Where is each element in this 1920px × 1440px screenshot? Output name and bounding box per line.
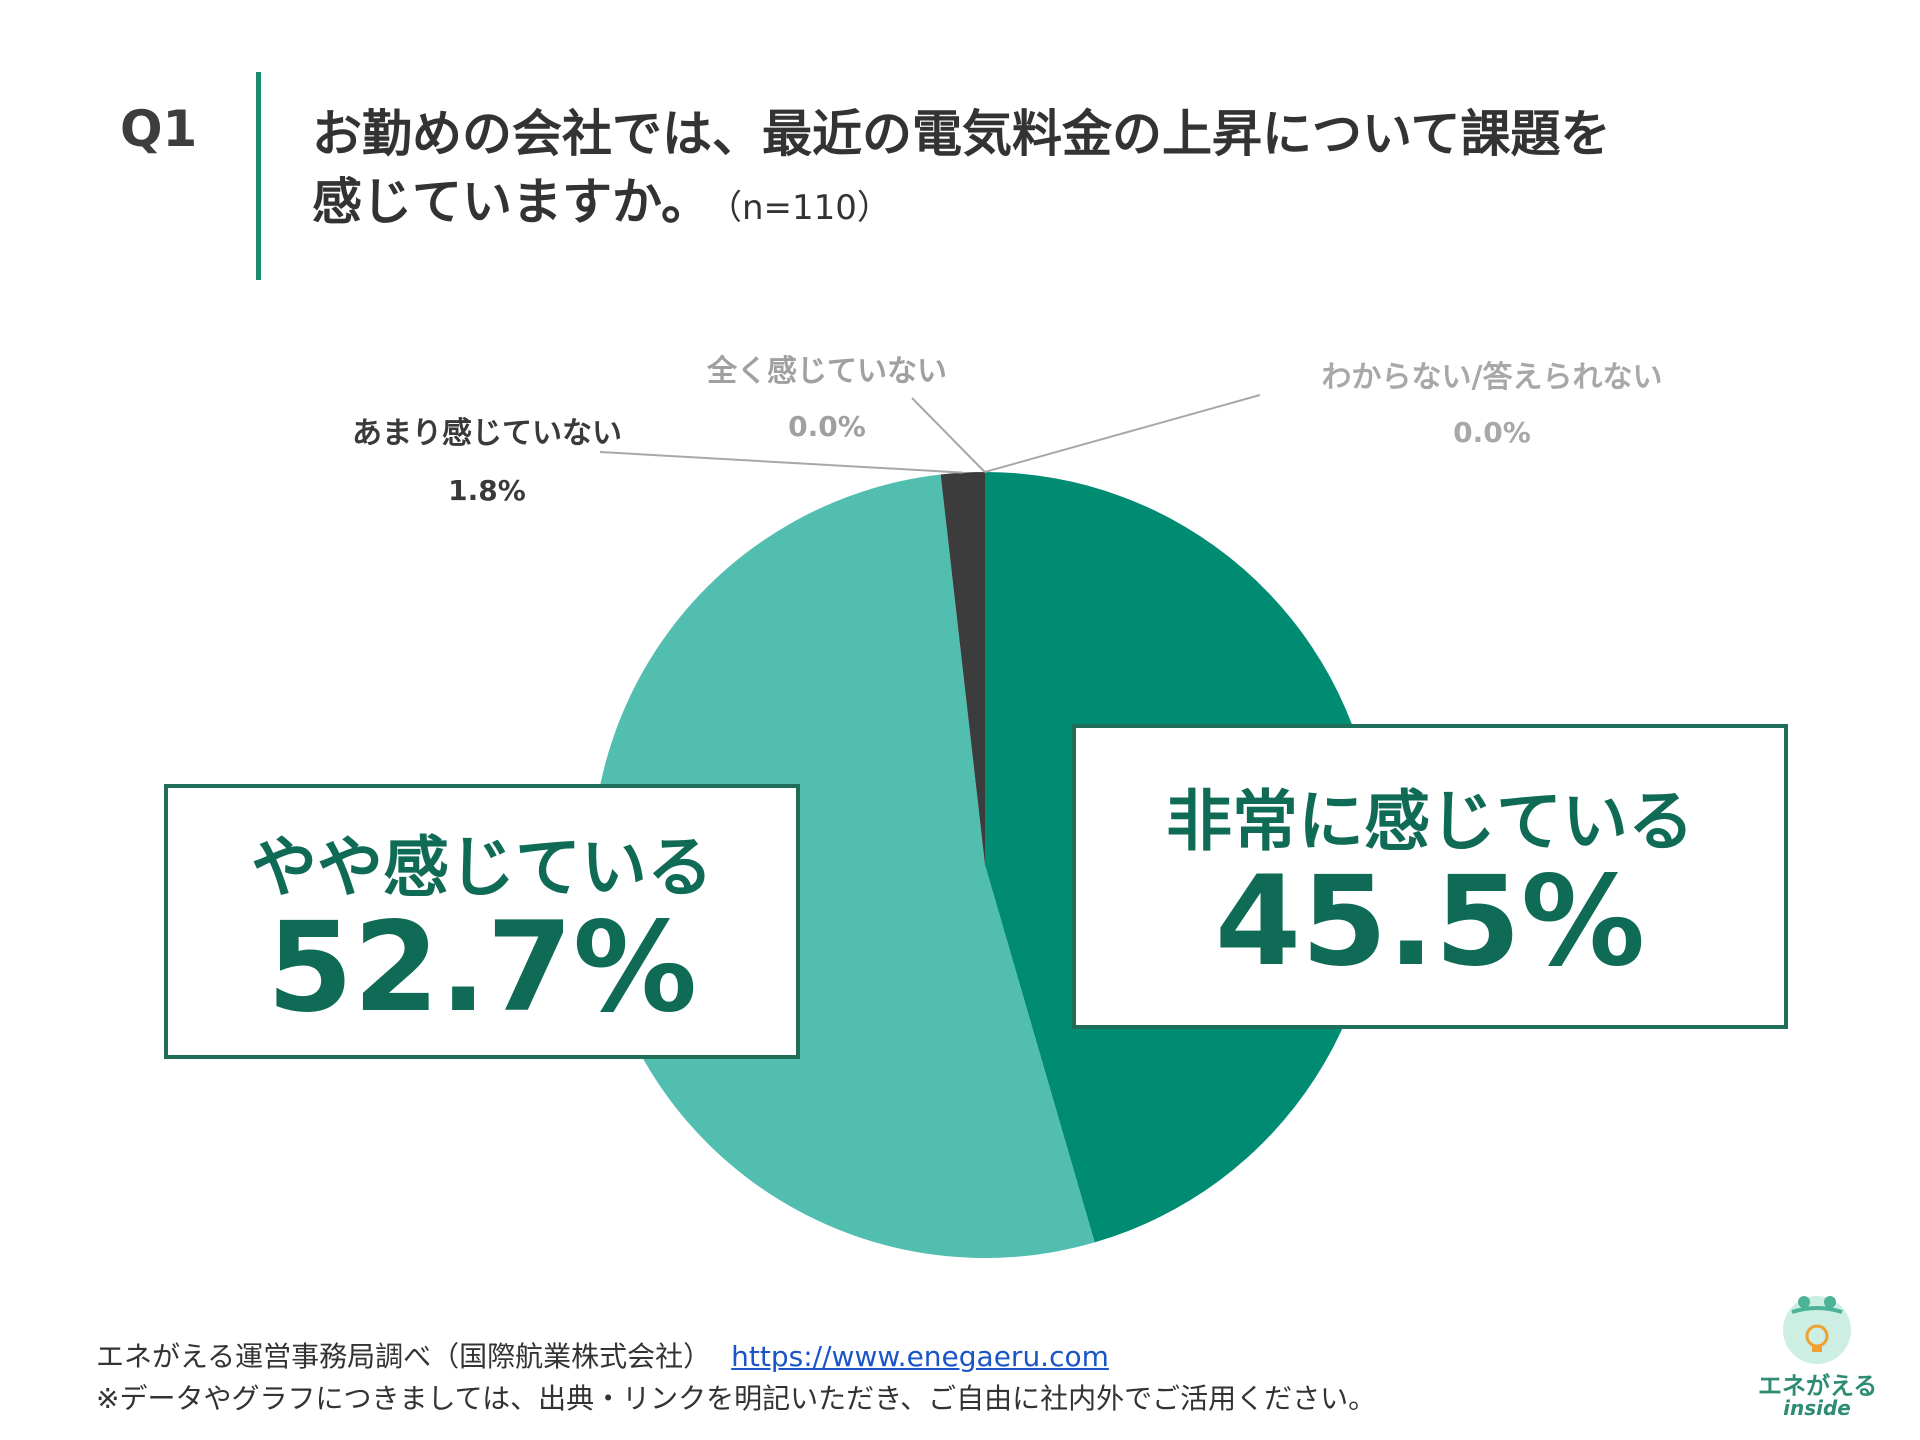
question-title: お勤めの会社では、最近の電気料金の上昇について課題を 感じていますか。 （n=11… xyxy=(312,100,1812,242)
footer: エネがえる運営事務局調べ（国際航業株式会社） https://www.enegae… xyxy=(96,1336,1376,1420)
footer-note: ※データやグラフにつきましては、出典・リンクを明記いただき、ご自由に社内外でご活… xyxy=(96,1382,1377,1415)
footer-link[interactable]: https://www.enegaeru.com xyxy=(731,1340,1109,1373)
callout-somewhat: やや感じている 52.7% xyxy=(164,784,800,1059)
label-not-at-all: 全く感じていない xyxy=(707,354,947,389)
pie-slice-2 xyxy=(940,472,985,865)
frog-lightbulb-icon xyxy=(1783,1296,1851,1364)
question-title-text: 感じていますか。 xyxy=(312,173,711,231)
question-title-line2: 感じていますか。 （n=110） xyxy=(312,168,1812,242)
leader-slightly-no xyxy=(599,451,963,474)
callout-somewhat-label: やや感じている xyxy=(251,829,713,906)
callout-very-pct: 45.5% xyxy=(1214,850,1646,994)
callout-somewhat-pct: 52.7% xyxy=(266,896,698,1040)
question-number: Q1 xyxy=(120,100,198,158)
label-slightly-no: あまり感じていない xyxy=(352,416,622,451)
question-title-line1: お勤めの会社では、最近の電気料金の上昇について課題を xyxy=(312,105,1611,163)
callout-very: 非常に感じている 45.5% xyxy=(1072,724,1788,1029)
logo-sub: inside xyxy=(1783,1396,1851,1420)
footer-source: エネがえる運営事務局調べ（国際航業株式会社） xyxy=(96,1340,712,1373)
label-dont-know: わからない/答えられない xyxy=(1321,360,1663,395)
leader-dont-know xyxy=(984,394,1261,473)
leader-lines xyxy=(599,394,1261,474)
sample-size: （n=110） xyxy=(725,188,891,228)
pct-not-at-all: 0.0% xyxy=(788,410,866,443)
logo-name: エネがえる xyxy=(1758,1372,1878,1400)
header-divider xyxy=(256,72,261,280)
pct-slightly-no: 1.8% xyxy=(448,474,526,507)
enegaeru-logo: エネがえる inside xyxy=(1758,1286,1878,1426)
callout-very-label: 非常に感じている xyxy=(1166,783,1694,860)
leader-not-at-all xyxy=(911,397,986,473)
footer-source-line: エネがえる運営事務局調べ（国際航業株式会社） https://www.enegae… xyxy=(96,1336,1376,1378)
pct-dont-know: 0.0% xyxy=(1453,416,1531,449)
pie-slice-1 xyxy=(591,474,1095,1259)
